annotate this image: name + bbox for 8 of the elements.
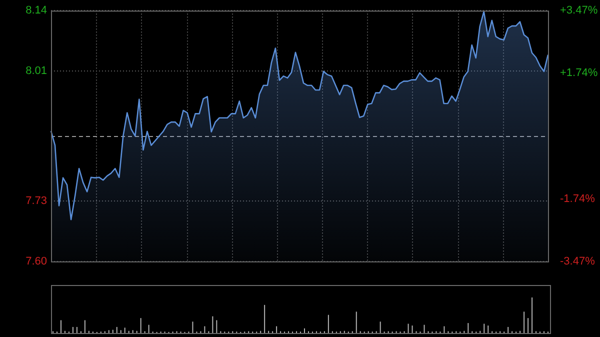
y-tick-label: 7.60 bbox=[26, 255, 47, 268]
y-tick-label: 7.73 bbox=[26, 195, 47, 208]
y2-tick-label: +3.47% bbox=[560, 4, 598, 17]
y2-tick-label: -1.74% bbox=[560, 192, 596, 205]
y2-tick-label: -3.47% bbox=[560, 255, 596, 268]
y2-tick-label: +1.74% bbox=[560, 67, 598, 80]
y-tick-label: 8.01 bbox=[26, 65, 47, 78]
y-tick-label: 8.14 bbox=[26, 4, 47, 17]
